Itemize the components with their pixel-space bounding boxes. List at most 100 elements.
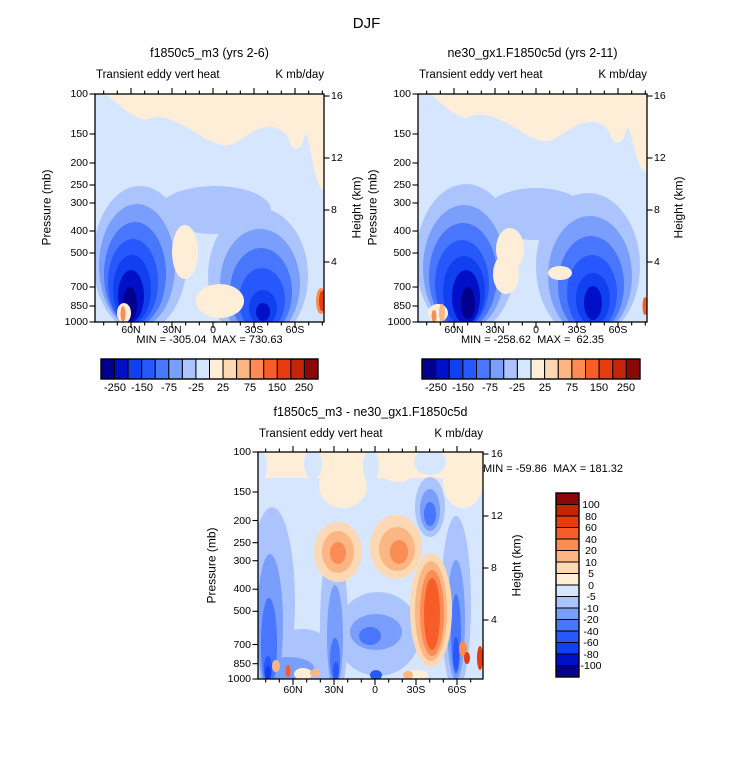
height-tick-label: 8	[654, 204, 660, 216]
colorbar-tl	[100, 358, 319, 380]
pressure-tick-label: 200	[233, 515, 251, 527]
pressure-tick-label: 250	[233, 537, 251, 549]
height-tick-label: 4	[654, 256, 660, 268]
colorbar-tr	[421, 358, 641, 380]
pressure-tick-label: 400	[393, 225, 411, 237]
pressure-tick-label: 100	[393, 88, 411, 100]
pressure-tick-label: 200	[70, 157, 88, 169]
minmax-stats-bt: MIN = -59.86 MAX = 181.32	[482, 463, 624, 475]
height-tick-label: 8	[331, 204, 337, 216]
colorbar-label: 20	[585, 545, 597, 557]
colorbar-label: 5	[588, 568, 594, 580]
pressure-tick-label: 500	[393, 247, 411, 259]
lat-tick-label: 30N	[324, 684, 344, 696]
colorbar-label: 250	[616, 382, 636, 394]
y-left-axis-title-tl: Pressure (mb)	[39, 169, 54, 246]
panel-bt-units-label: K mb/day	[434, 428, 483, 440]
colorbar-bt	[555, 492, 580, 678]
minmax-stats-tr: MIN = -258.62 MAX = 62.35	[460, 334, 605, 346]
contour-field-bt	[258, 452, 483, 679]
lat-tick-label: 0	[210, 324, 216, 336]
lat-tick-label: 60N	[121, 324, 141, 336]
colorbar-label: -60	[583, 637, 599, 649]
colorbar-label: 80	[585, 510, 597, 523]
pressure-tick-label: 100	[233, 446, 251, 458]
pressure-tick-label: 700	[70, 281, 88, 293]
lat-tick-label: 0	[533, 324, 539, 336]
panel-tl-title: f1850c5_m3 (yrs 2-6)	[150, 46, 269, 60]
pressure-tick-label: 850	[393, 300, 411, 312]
colorbar-label: -20	[583, 614, 599, 626]
panel-tr-units-label: K mb/day	[598, 69, 647, 81]
lat-tick-label: 60S	[285, 324, 305, 336]
minmax-stats-tl: MIN = -305.04 MAX = 730.63	[136, 334, 283, 346]
pressure-tick-label: 700	[233, 639, 251, 651]
colorbar-label: 25	[538, 382, 552, 394]
lat-tick-label: 30N	[162, 324, 182, 336]
panel-tr-title: ne30_gx1.F1850c5d (yrs 2-11)	[447, 46, 618, 60]
lat-tick-label: 60N	[444, 324, 464, 336]
panel-bt-title: f1850c5_m3 - ne30_gx1.F1850c5d	[273, 405, 468, 419]
height-tick-label: 16	[654, 90, 666, 102]
y-left-axis-title-tr: Pressure (mb)	[365, 169, 380, 246]
plot-frame-tl	[94, 93, 325, 323]
main-title: DJF	[352, 15, 381, 32]
colorbar-label: 75	[565, 382, 579, 394]
colorbar-label: 10	[585, 556, 597, 569]
lat-tick-label: 30S	[244, 324, 264, 336]
colorbar-label: 75	[243, 382, 257, 394]
height-tick-label: 12	[654, 152, 666, 164]
colorbar-label: -25	[509, 382, 525, 394]
lat-tick-label: 30S	[567, 324, 587, 336]
colorbar-label: 40	[585, 533, 597, 546]
y-right-axis-title-tr: Height (km)	[671, 176, 686, 239]
height-tick-label: 12	[491, 510, 503, 522]
pressure-tick-label: 300	[233, 555, 251, 567]
pressure-tick-label: 150	[393, 128, 411, 140]
panel-bt-variable-label: Transient eddy vert heat	[259, 428, 383, 440]
contour-plot-tl	[89, 88, 330, 328]
contour-field-tr	[418, 94, 647, 322]
height-tick-label: 12	[331, 152, 343, 164]
colorbar-label: -250	[103, 382, 127, 394]
contour-plot-tr	[412, 88, 653, 328]
pressure-tick-label: 200	[393, 157, 411, 169]
pressure-tick-label: 500	[70, 247, 88, 259]
colorbar-label: -40	[583, 625, 599, 638]
lat-tick-label: 0	[372, 684, 378, 696]
pressure-tick-label: 850	[70, 300, 88, 312]
colorbar-label: -75	[161, 382, 177, 394]
pressure-tick-label: 1000	[387, 316, 411, 328]
panel-tr-variable-label: Transient eddy vert heat	[419, 69, 543, 81]
pressure-tick-label: 300	[393, 197, 411, 209]
lat-tick-label: 60S	[447, 684, 467, 696]
pressure-tick-label: 400	[233, 583, 251, 595]
pressure-tick-label: 400	[70, 225, 88, 237]
colorbar-label: -250	[424, 382, 448, 394]
pressure-tick-label: 700	[393, 281, 411, 293]
height-tick-label: 16	[491, 448, 503, 460]
plot-frame-bt	[257, 451, 484, 680]
colorbar-label: -75	[482, 382, 498, 394]
pressure-tick-label: 850	[233, 658, 251, 670]
pressure-tick-label: 1000	[64, 316, 88, 328]
colorbar-label: 250	[294, 382, 314, 394]
pressure-tick-label: 250	[393, 179, 411, 191]
lat-tick-label: 60N	[283, 684, 303, 696]
lat-tick-label: 60S	[608, 324, 628, 336]
panel-tl-units-label: K mb/day	[275, 69, 324, 81]
colorbar-label: 0	[588, 579, 594, 592]
contour-plot-bt	[252, 446, 489, 685]
colorbar-label: -150	[130, 382, 154, 394]
y-left-axis-title-bt: Pressure (mb)	[204, 527, 219, 604]
colorbar-label: -25	[188, 382, 204, 394]
y-right-axis-title-tl: Height (km)	[349, 176, 364, 239]
pressure-tick-label: 150	[70, 128, 88, 140]
colorbar-label: 150	[589, 382, 609, 394]
colorbar-label: -5	[586, 591, 596, 603]
pressure-tick-label: 300	[70, 197, 88, 209]
colorbar-label: 100	[582, 499, 600, 511]
colorbar-label: -100	[580, 660, 602, 672]
pressure-tick-label: 500	[233, 605, 251, 617]
